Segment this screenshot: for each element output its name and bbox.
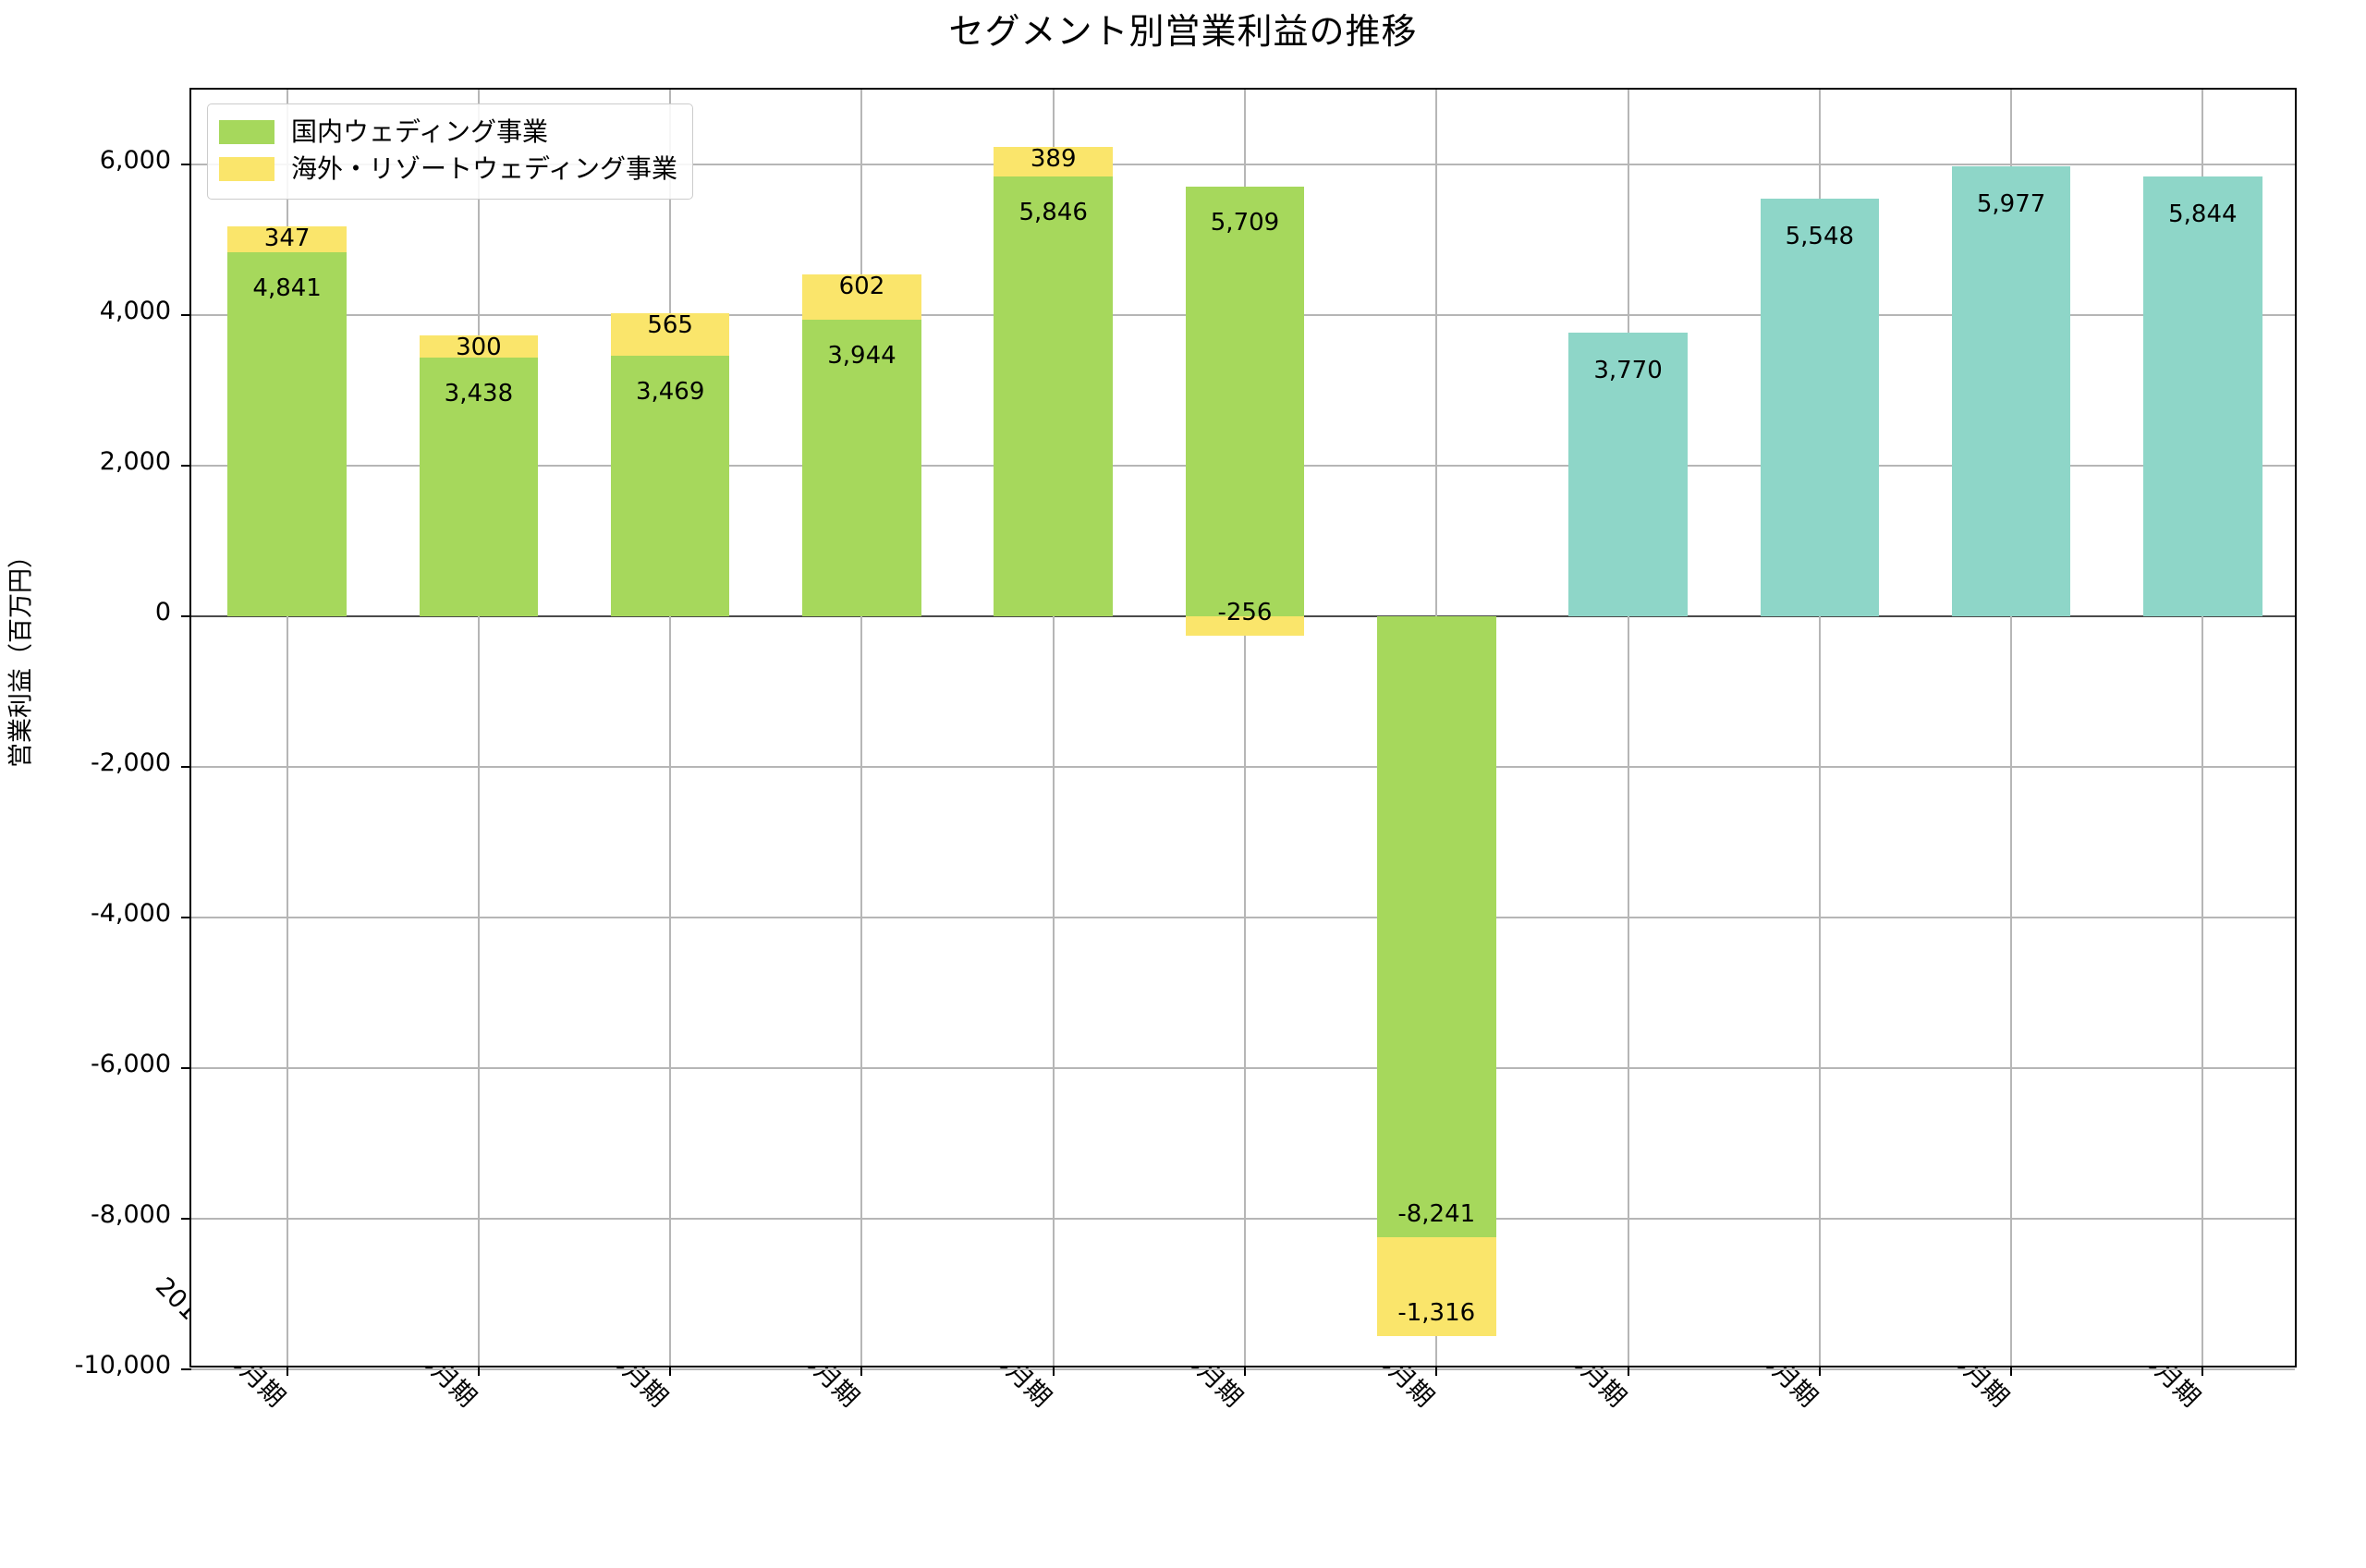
bar-value-label: -1,316 [1397, 1298, 1476, 1327]
gridline-horizontal [191, 164, 2295, 166]
y-axis-title: 営業利益（百万円） [6, 543, 36, 768]
gridline-vertical [2201, 90, 2204, 1366]
bar-value-label: 5,846 [1018, 199, 1088, 227]
y-tick-mark [181, 314, 191, 317]
bar-segment[interactable] [610, 312, 730, 356]
bar-segment[interactable] [419, 334, 539, 359]
bar-segment[interactable] [802, 319, 921, 617]
gridline-horizontal [191, 1067, 2295, 1070]
x-tick-mark [286, 1366, 288, 1376]
y-tick-mark [181, 465, 191, 468]
bar-value-label: 3,944 [827, 341, 896, 370]
x-tick-mark [669, 1366, 672, 1376]
y-tick-mark [181, 1067, 191, 1070]
gridline-vertical [1627, 90, 1629, 1366]
y-tick-label: 2,000 [99, 447, 171, 477]
gridline-horizontal [191, 1368, 2295, 1370]
bar-value-label: 5,548 [1785, 223, 1855, 251]
bar-value-label: 5,844 [2168, 201, 2238, 229]
bar-segment[interactable] [1185, 616, 1305, 637]
gridline-vertical [286, 90, 288, 1366]
bar-value-label: 3,469 [635, 377, 705, 406]
bar-value-label: 5,977 [1976, 190, 2046, 219]
y-tick-label: 4,000 [99, 297, 171, 326]
y-tick-mark [181, 615, 191, 618]
gridline-vertical [1052, 90, 1055, 1366]
bar-segment[interactable] [1377, 1236, 1496, 1336]
bar-segment[interactable] [227, 251, 347, 617]
y-tick-label: -2,000 [90, 748, 171, 778]
x-tick-mark [1052, 1366, 1055, 1376]
y-tick-label: -8,000 [90, 1200, 171, 1230]
bar-segment[interactable] [994, 176, 1113, 617]
bar-segment[interactable] [2143, 176, 2262, 617]
y-tick-mark [181, 1218, 191, 1221]
x-tick-mark [2201, 1366, 2204, 1376]
legend-label: 海外・リゾートウェディング事業 [291, 153, 678, 184]
x-tick-mark [2010, 1366, 2013, 1376]
chart-legend[interactable]: 国内ウェディング事業海外・リゾートウェディング事業 [207, 103, 694, 200]
legend-item-1[interactable]: 海外・リゾートウェディング事業 [219, 151, 677, 188]
gridline-vertical [477, 90, 480, 1366]
gridline-horizontal [191, 917, 2295, 919]
y-tick-label: -4,000 [90, 899, 171, 929]
bar-value-label: 389 [1030, 145, 1077, 174]
bar-value-label: 347 [263, 224, 311, 252]
gridline-horizontal [191, 1218, 2295, 1221]
bar-value-label: -8,241 [1397, 1199, 1476, 1228]
bar-value-label: 4,841 [252, 273, 322, 302]
x-tick-mark [1818, 1366, 1821, 1376]
x-tick-mark [860, 1366, 863, 1376]
bar-value-label: 5,709 [1210, 209, 1280, 237]
x-tick-mark [1627, 1366, 1629, 1376]
bar-value-label: 602 [838, 272, 885, 300]
bar-segment[interactable] [1185, 187, 1305, 617]
bar-value-label: -256 [1217, 599, 1273, 627]
bar-segment[interactable] [227, 225, 347, 252]
bar-segment[interactable] [994, 147, 1113, 176]
gridline-vertical [669, 90, 672, 1366]
bar-value-label: 3,770 [1593, 357, 1663, 385]
page-title: セグメント別営業利益の推移 [948, 11, 1418, 52]
y-tick-mark [181, 917, 191, 919]
bar-value-label: 565 [647, 310, 693, 339]
bar-segment[interactable] [1951, 166, 2071, 617]
legend-swatch-icon [219, 157, 274, 181]
bar-value-label: 300 [456, 333, 502, 361]
legend-label: 国内ウェディング事業 [291, 116, 549, 147]
y-tick-label: 0 [154, 598, 171, 627]
bar-segment[interactable] [610, 355, 730, 617]
plot-area: 4,841 347 3,438 300 3,469 565 3,944 602 5,846 389… [181, 88, 2297, 1376]
x-tick-mark [477, 1366, 480, 1376]
bar-segment[interactable] [1760, 199, 1880, 617]
y-tick-mark [181, 164, 191, 166]
bar-segment[interactable] [802, 273, 921, 320]
bar-value-label: 3,438 [444, 380, 514, 408]
x-tick-mark [1435, 1366, 1438, 1376]
legend-swatch-icon [219, 120, 274, 144]
y-tick-mark [181, 1368, 191, 1370]
y-tick-label: -10,000 [74, 1351, 171, 1380]
x-tick-mark [1244, 1366, 1246, 1376]
gridline-vertical [1818, 90, 1821, 1366]
bar-segment[interactable] [1568, 333, 1688, 617]
gridline-vertical [860, 90, 863, 1366]
gridline-vertical [2010, 90, 2013, 1366]
gridline-horizontal [191, 766, 2295, 769]
bar-segment[interactable] [419, 358, 539, 617]
y-tick-label: -6,000 [90, 1050, 171, 1079]
gridline-vertical [1244, 90, 1246, 1366]
y-tick-label: 6,000 [99, 146, 171, 176]
bar-segment[interactable] [1377, 616, 1496, 1237]
legend-item-0[interactable]: 国内ウェディング事業 [219, 114, 677, 151]
y-tick-mark [181, 766, 191, 769]
